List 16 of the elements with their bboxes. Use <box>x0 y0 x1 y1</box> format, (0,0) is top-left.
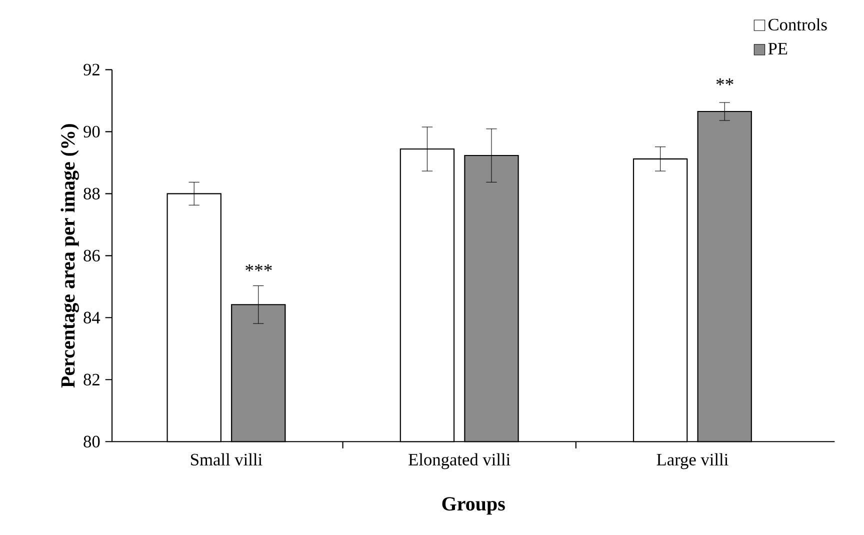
y-tick-label: 80 <box>84 436 100 448</box>
y-tick-label: 92 <box>84 64 100 76</box>
y-tick-label: 86 <box>84 250 100 262</box>
y-axis-title: Percentage area per image (%) <box>60 124 79 388</box>
y-tick-label: 82 <box>84 374 100 386</box>
x-tick-label: Elongated villi <box>408 453 510 470</box>
y-tick-label: 90 <box>84 126 100 138</box>
x-tick-label: Large villi <box>656 453 728 470</box>
annotation: ** <box>716 78 734 86</box>
legend-label: PE <box>768 42 788 54</box>
legend-label: Controls <box>768 18 827 31</box>
x-axis-title: Groups <box>442 497 505 515</box>
annotation: *** <box>246 264 272 272</box>
x-tick-label: Small villi <box>191 453 262 466</box>
y-tick-label: 88 <box>84 188 100 200</box>
y-tick-label: 84 <box>84 312 100 324</box>
